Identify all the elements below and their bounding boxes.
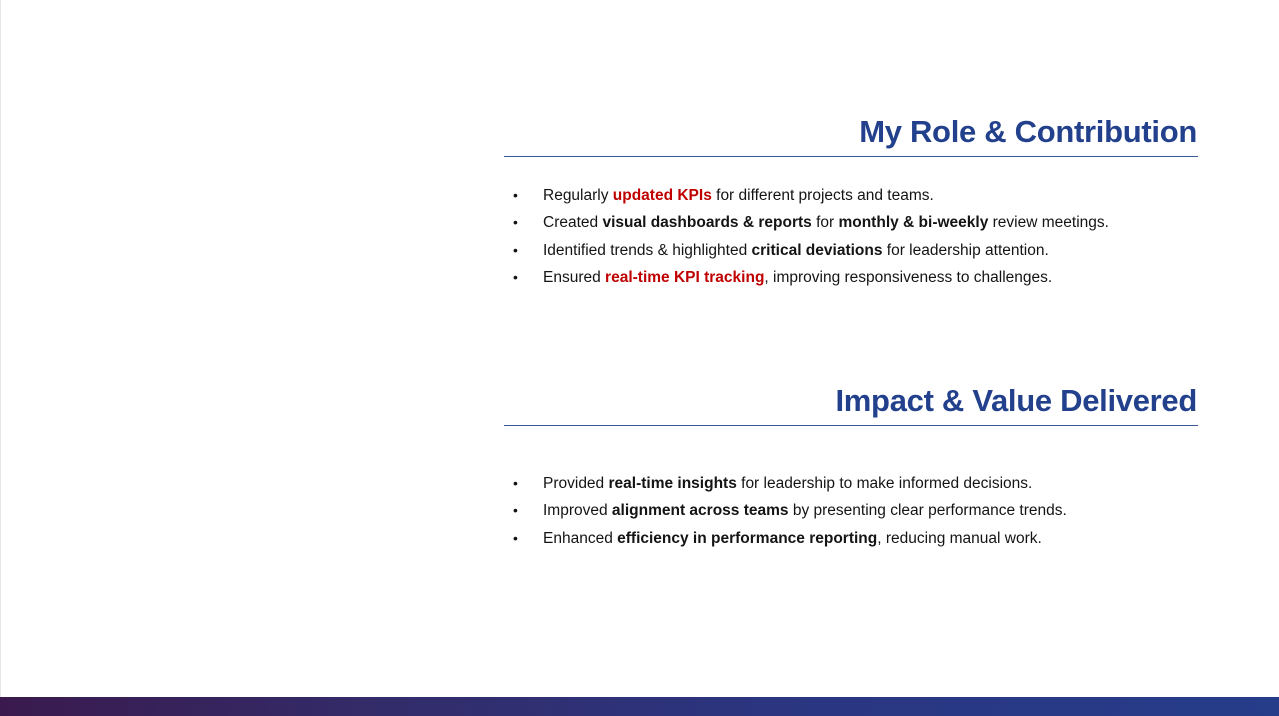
bullet-text: , improving responsiveness to challenges…	[764, 268, 1053, 286]
bullet-text: Enhanced	[543, 529, 618, 547]
bullet-text: for	[811, 214, 839, 232]
bullet-emphasis: visual dashboards & reports	[602, 214, 812, 232]
bullet-text: review meetings.	[988, 214, 1109, 232]
bullet-highlight: updated KPIs	[612, 187, 712, 204]
bullet-item: • Enhanced efficiency in performance repo…	[504, 525, 1204, 552]
slide-left-border	[0, 0, 1, 697]
bullet-text: by presenting clear performance trends.	[788, 502, 1067, 520]
bullet-dot-icon: •	[513, 475, 518, 491]
bullet-item: • Provided real-time insights for leaders…	[504, 470, 1204, 497]
impact-bullet-list: • Provided real-time insights for leaders…	[504, 470, 1204, 552]
bullet-text: for different projects and teams.	[711, 187, 934, 204]
footer-gradient-bar	[0, 697, 1279, 716]
bullet-text: , reducing manual work.	[877, 529, 1042, 547]
bullet-text: Created	[543, 214, 603, 232]
bullet-emphasis: monthly & bi-weekly	[838, 214, 989, 232]
bullet-item: • Ensured real-time KPI tracking, improvi…	[504, 264, 1204, 291]
bullet-dot-icon: •	[513, 502, 518, 519]
bullet-dot-icon: •	[513, 241, 518, 258]
bullet-dot-icon: •	[513, 214, 518, 231]
section-divider-role	[504, 156, 1198, 157]
bullet-text: Regularly	[543, 187, 613, 204]
section-title-impact: Impact & Value Delivered	[835, 383, 1197, 418]
bullet-emphasis: critical deviations	[751, 241, 883, 259]
bullet-text: for leadership attention.	[882, 241, 1049, 259]
section-divider-impact	[504, 425, 1198, 426]
bullet-dot-icon: •	[513, 268, 518, 285]
bullet-item: • Created visual dashboards & reports for…	[504, 209, 1204, 236]
section-title-role: My Role & Contribution	[859, 114, 1197, 149]
bullet-text: for leadership to make informed decision…	[736, 475, 1033, 492]
bullet-item: • Improved alignment across teams by pres…	[504, 497, 1204, 524]
role-bullet-list: • Regularly updated KPIs for different pr…	[504, 182, 1204, 291]
bullet-emphasis: efficiency in performance reporting	[617, 529, 878, 547]
bullet-text: Improved	[543, 502, 612, 520]
bullet-emphasis: real-time insights	[608, 475, 737, 492]
bullet-text: Ensured	[543, 268, 606, 286]
bullet-text: Provided	[543, 475, 609, 492]
bullet-emphasis: alignment across teams	[611, 502, 789, 520]
bullet-text: Identified trends & highlighted	[543, 241, 752, 259]
bullet-item: • Identified trends & highlighted critica…	[504, 237, 1204, 264]
bullet-dot-icon: •	[513, 187, 518, 203]
bullet-item: • Regularly updated KPIs for different pr…	[504, 182, 1204, 209]
bullet-highlight: real-time KPI tracking	[605, 268, 765, 286]
bullet-dot-icon: •	[513, 529, 518, 546]
